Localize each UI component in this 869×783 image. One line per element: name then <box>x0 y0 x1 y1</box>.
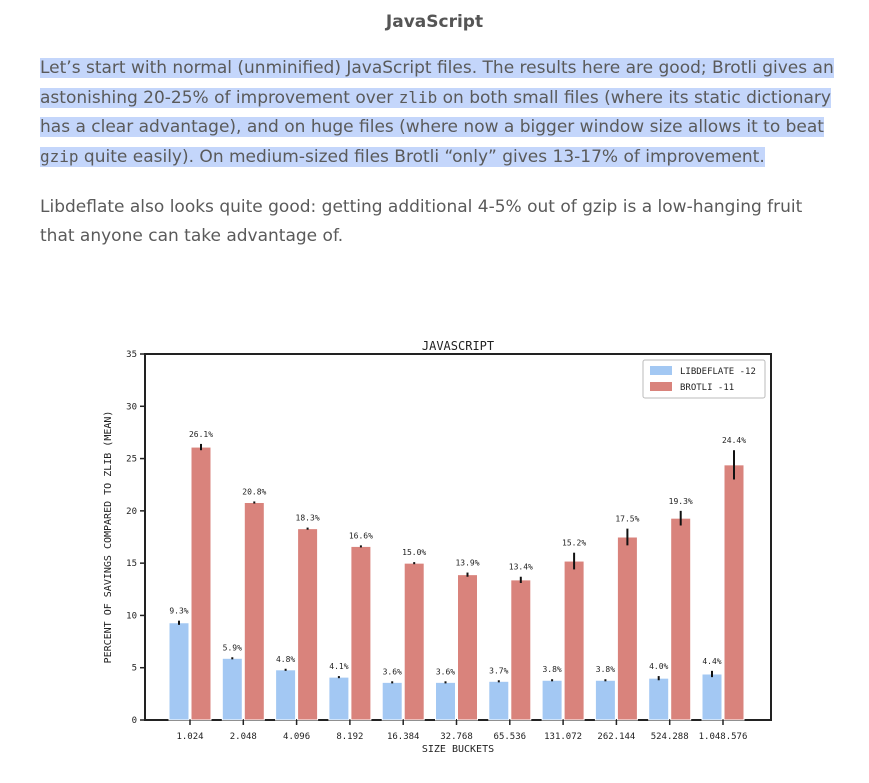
y-axis: 0 5 10 15 20 25 30 35 <box>126 350 145 726</box>
data-label-libdeflate: 4.0% <box>649 662 668 671</box>
bar-brotli <box>350 545 372 721</box>
data-label-libdeflate: 4.4% <box>702 657 721 666</box>
data-label-brotli: 16.6% <box>349 531 373 540</box>
data-label-brotli: 17.5% <box>615 515 639 524</box>
paragraph-intro-text-3: quite easily). On medium-sized files Bro… <box>78 147 765 167</box>
paragraph-intro-text-2: on both small files (where its static di… <box>40 88 831 137</box>
paragraph-libdeflate: Libdeflate also looks quite good: gettin… <box>40 197 803 246</box>
data-label-libdeflate: 4.1% <box>329 662 348 671</box>
data-label-libdeflate: 9.3% <box>169 607 188 616</box>
bar-libdeflate <box>221 657 243 721</box>
x-tick-label: 65.536 <box>494 732 527 742</box>
bar-chart: 0 5 10 15 20 25 30 35 9.3% 26.1% 5.9% 20.8% 4.8% 18.… <box>103 339 772 755</box>
bars: 9.3% 26.1% 5.9% 20.8% 4.8% 18.3% 4.1% 16.6% 3.6%… <box>168 430 746 721</box>
data-label-libdeflate: 4.8% <box>276 655 295 664</box>
data-label-libdeflate: 3.7% <box>489 666 508 675</box>
y-tick-label: 30 <box>126 402 137 412</box>
legend-label-brotli: BROTLI -11 <box>680 383 734 393</box>
data-label-brotli: 18.3% <box>296 514 320 523</box>
legend-swatch-brotli <box>650 382 672 391</box>
bar-libdeflate <box>168 622 190 721</box>
legend-swatch-libdeflate <box>650 366 672 375</box>
bar-libdeflate <box>488 680 510 721</box>
x-tick-label: 131.072 <box>544 732 582 742</box>
y-tick-label: 35 <box>126 350 137 360</box>
code-zlib: zlib <box>398 88 438 107</box>
selected-text-highlight[interactable]: Let’s start with normal (unminified) Jav… <box>40 58 834 167</box>
x-tick-label: 2.048 <box>230 732 257 742</box>
y-tick-label: 5 <box>132 664 137 674</box>
data-label-libdeflate: 3.6% <box>383 667 402 676</box>
data-label-brotli: 20.8% <box>242 487 266 496</box>
bar-libdeflate <box>648 677 670 721</box>
bar-brotli <box>670 517 692 721</box>
legend-box <box>642 359 766 399</box>
bar-libdeflate <box>594 679 616 721</box>
bar-brotli <box>457 574 478 721</box>
code-gzip: gzip <box>40 147 79 166</box>
y-tick-label: 10 <box>126 611 137 621</box>
data-label-brotli: 15.0% <box>402 548 426 557</box>
bar-libdeflate <box>541 679 563 721</box>
data-label-libdeflate: 3.8% <box>542 665 561 674</box>
bar-brotli <box>190 446 212 721</box>
bar-brotli <box>403 562 425 721</box>
legend-label-libdeflate: LIBDEFLATE -12 <box>680 367 756 377</box>
x-tick-label: 1.048.576 <box>699 732 748 742</box>
data-label-brotli: 13.9% <box>455 559 479 568</box>
data-label-brotli: 24.4% <box>722 436 746 445</box>
bar-libdeflate <box>381 681 403 721</box>
bar-libdeflate <box>435 681 456 721</box>
y-tick-label: 25 <box>126 455 137 465</box>
bar-brotli <box>723 464 745 721</box>
x-tick-label: 1.024 <box>176 732 203 742</box>
bar-libdeflate <box>701 673 723 721</box>
bar-libdeflate <box>275 669 297 721</box>
bar-libdeflate <box>328 676 350 721</box>
bar-brotli <box>563 560 585 721</box>
y-tick-label: 0 <box>132 716 137 726</box>
data-label-libdeflate: 5.9% <box>223 643 242 652</box>
data-label-brotli: 13.4% <box>509 563 533 572</box>
data-label-brotli: 19.3% <box>669 497 693 506</box>
data-label-brotli: 15.2% <box>562 539 586 548</box>
bar-brotli <box>243 501 265 721</box>
x-axis: 1.024 2.048 4.096 8.192 16.384 32.768 65.536 13… <box>176 720 747 742</box>
x-tick-label: 4.096 <box>283 732 310 742</box>
data-label-libdeflate: 3.6% <box>436 667 455 676</box>
x-tick-label: 8.192 <box>336 732 363 742</box>
y-axis-label: PERCENT OF SAVINGS COMPARED TO ZLIB (MEA… <box>103 411 114 664</box>
data-label-brotli: 26.1% <box>189 430 213 439</box>
x-tick-label: 524.288 <box>651 732 689 742</box>
paragraph-intro: Let’s start with normal (unminified) Jav… <box>40 54 840 172</box>
x-tick-label: 16.384 <box>387 732 420 742</box>
x-axis-label: SIZE BUCKETS <box>422 744 494 755</box>
bar-brotli <box>297 528 319 721</box>
section-heading: JavaScript <box>385 12 484 32</box>
bar-brotli <box>616 536 638 721</box>
chart-title: JAVASCRIPT <box>422 339 494 353</box>
paragraph-intro-text-1: Let’s start with normal (unminified) Jav… <box>40 58 834 108</box>
data-label-libdeflate: 3.8% <box>596 665 615 674</box>
x-tick-label: 262.144 <box>597 732 635 742</box>
legend: LIBDEFLATE -12 BROTLI -11 <box>642 359 766 399</box>
y-tick-label: 15 <box>126 559 137 569</box>
x-tick-label: 32.768 <box>440 732 473 742</box>
bar-brotli <box>510 579 532 721</box>
y-tick-label: 20 <box>126 507 137 517</box>
